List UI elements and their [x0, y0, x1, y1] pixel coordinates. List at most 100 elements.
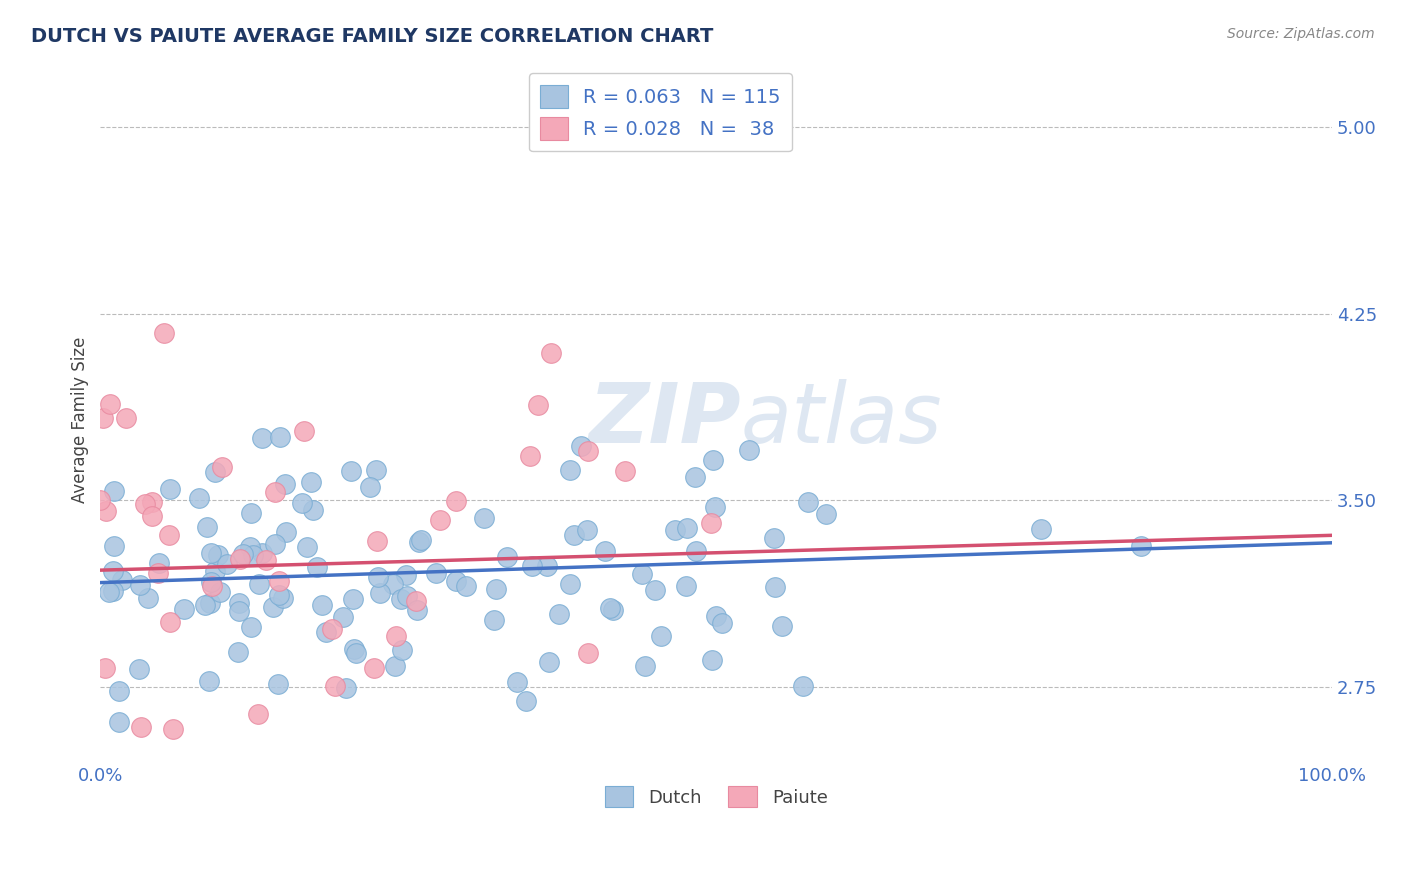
Point [367, 569, 389, 583]
Point [292, 424, 315, 438]
Point [405, 593, 427, 607]
Point [207, 548, 229, 562]
Point [103, 484, 125, 499]
Point [395, 568, 418, 582]
Point [675, 579, 697, 593]
Point [704, 500, 727, 514]
Point [343, 642, 366, 657]
Point [101, 584, 124, 599]
Point [335, 681, 357, 696]
Point [91, 410, 114, 425]
Point [94, 661, 117, 675]
Point [548, 607, 571, 622]
Text: Source: ZipAtlas.com: Source: ZipAtlas.com [1227, 27, 1375, 41]
Text: atlas: atlas [741, 379, 942, 460]
Point [700, 653, 723, 667]
Point [311, 598, 333, 612]
Point [264, 485, 287, 500]
Point [366, 533, 388, 548]
Y-axis label: Average Family Size: Average Family Size [72, 336, 89, 503]
Point [613, 464, 636, 478]
Point [569, 439, 592, 453]
Point [295, 540, 318, 554]
Point [482, 613, 505, 627]
Point [108, 683, 131, 698]
Point [200, 575, 222, 590]
Point [702, 453, 724, 467]
Point [153, 326, 176, 340]
Point [274, 477, 297, 491]
Point [215, 557, 238, 571]
Point [472, 511, 495, 525]
Point [239, 620, 262, 634]
Point [301, 503, 323, 517]
Point [101, 564, 124, 578]
Point [408, 534, 430, 549]
Point [711, 616, 734, 631]
Point [115, 410, 138, 425]
Point [683, 469, 706, 483]
Point [738, 443, 761, 458]
Point [239, 540, 262, 554]
Point [797, 495, 820, 509]
Point [204, 465, 226, 479]
Point [1129, 540, 1152, 554]
Point [321, 622, 343, 636]
Point [269, 430, 291, 444]
Point [429, 513, 451, 527]
Point [340, 464, 363, 478]
Point [195, 519, 218, 533]
Point [363, 660, 385, 674]
Point [162, 722, 184, 736]
Point [141, 509, 163, 524]
Point [98, 397, 121, 411]
Point [103, 539, 125, 553]
Point [384, 658, 406, 673]
Point [263, 536, 285, 550]
Point [395, 590, 418, 604]
Point [315, 624, 337, 639]
Point [763, 580, 786, 594]
Point [211, 459, 233, 474]
Point [204, 564, 226, 578]
Point [198, 674, 221, 689]
Point [593, 544, 616, 558]
Point [208, 584, 231, 599]
Point [536, 559, 558, 574]
Point [274, 524, 297, 539]
Point [299, 475, 322, 489]
Point [540, 346, 562, 360]
Point [148, 556, 170, 570]
Point [148, 566, 170, 580]
Point [194, 598, 217, 612]
Text: ZIP: ZIP [588, 379, 741, 460]
Point [537, 655, 560, 669]
Point [650, 629, 672, 643]
Point [444, 494, 467, 508]
Point [762, 531, 785, 545]
Point [558, 463, 581, 477]
Point [364, 463, 387, 477]
Point [200, 546, 222, 560]
Point [159, 482, 181, 496]
Point [411, 533, 433, 547]
Point [323, 680, 346, 694]
Point [228, 596, 250, 610]
Point [242, 548, 264, 562]
Point [269, 574, 291, 588]
Point [198, 596, 221, 610]
Point [381, 576, 404, 591]
Point [792, 680, 814, 694]
Point [685, 544, 707, 558]
Point [485, 582, 508, 596]
Point [558, 577, 581, 591]
Legend: Dutch, Paiute: Dutch, Paiute [598, 779, 835, 814]
Point [134, 497, 156, 511]
Point [252, 545, 274, 559]
Point [159, 615, 181, 630]
Point [291, 496, 314, 510]
Point [228, 604, 250, 618]
Point [1029, 522, 1052, 536]
Text: DUTCH VS PAIUTE AVERAGE FAMILY SIZE CORRELATION CHART: DUTCH VS PAIUTE AVERAGE FAMILY SIZE CORR… [31, 27, 713, 45]
Point [772, 619, 794, 633]
